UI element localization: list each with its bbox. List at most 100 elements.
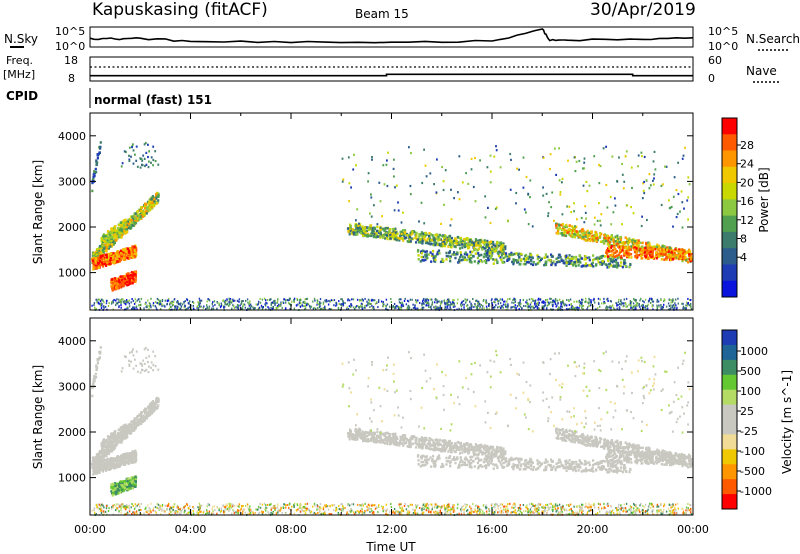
power-cell <box>231 307 233 310</box>
power-cell <box>440 301 442 304</box>
power-cell <box>617 253 620 257</box>
power-cell <box>512 262 515 266</box>
power-cell <box>619 238 622 242</box>
power-cell <box>584 205 587 208</box>
power-cell <box>604 255 607 258</box>
power-cell <box>460 303 462 306</box>
power-cell <box>664 251 667 254</box>
power-cell <box>675 216 678 219</box>
power-cell <box>529 306 532 309</box>
power-cell <box>164 305 166 308</box>
power-cell <box>613 255 616 258</box>
power-cell <box>628 237 631 240</box>
power-cell <box>679 210 681 213</box>
power-cell <box>399 298 401 301</box>
power-cell <box>644 298 647 301</box>
power-cell <box>352 298 355 301</box>
power-cell <box>596 256 600 260</box>
power-cell <box>348 233 351 236</box>
power-cell <box>430 260 433 263</box>
power-cell <box>95 253 98 256</box>
power-cell <box>433 183 435 186</box>
power-cell <box>622 305 624 308</box>
power-cell <box>134 270 137 274</box>
power-cell <box>157 163 160 166</box>
power-cell <box>676 255 679 258</box>
power-cell <box>449 255 452 258</box>
power-cell <box>647 307 649 310</box>
power-cell <box>381 215 383 218</box>
power-cell <box>91 189 94 193</box>
power-cell <box>449 241 452 244</box>
power-cell <box>366 300 368 303</box>
power-cell <box>101 303 103 306</box>
power-cell <box>630 256 633 259</box>
power-cell <box>588 231 591 235</box>
power-cell <box>459 251 462 254</box>
power-cell <box>268 307 270 310</box>
power-cell <box>657 300 660 303</box>
power-cell <box>385 234 388 237</box>
power-cell <box>306 304 308 307</box>
power-cell <box>143 210 146 214</box>
velocity-cell <box>453 507 455 510</box>
power-cell <box>513 297 515 300</box>
power-cell <box>108 302 110 305</box>
power-cell <box>670 304 672 307</box>
power-cell <box>198 302 200 305</box>
power-cell <box>590 230 593 233</box>
power-cell <box>137 298 140 301</box>
power-cell <box>301 304 304 307</box>
power-cell <box>126 247 130 250</box>
power-cell <box>638 304 640 307</box>
power-cell <box>136 165 139 168</box>
power-cell <box>108 262 111 265</box>
power-cell <box>502 248 505 251</box>
power-cell <box>626 254 629 258</box>
power-cell <box>106 230 110 233</box>
velocity-cell <box>176 506 178 509</box>
power-cell <box>485 299 487 302</box>
power-cell <box>466 243 469 246</box>
power-cell <box>635 307 637 310</box>
power-cell <box>206 300 208 303</box>
power-cell <box>446 299 448 302</box>
power-cell <box>641 303 644 306</box>
power-cell <box>606 298 608 301</box>
power-cell <box>477 239 480 242</box>
power-cell <box>486 307 488 310</box>
power-cell <box>415 307 417 310</box>
power-cell <box>253 307 256 310</box>
power-cell <box>386 303 389 306</box>
power-cell <box>488 303 490 305</box>
power-cell <box>676 212 679 216</box>
power-cell <box>441 242 445 246</box>
power-cell <box>148 160 150 163</box>
power-cell <box>686 304 688 307</box>
power-cell <box>397 201 399 204</box>
power-cell <box>132 214 135 218</box>
power-cell <box>515 252 518 255</box>
power-cell <box>119 255 122 258</box>
power-cell <box>370 215 373 218</box>
power-cell <box>484 240 487 244</box>
power-cell <box>608 265 611 269</box>
power-cell <box>420 201 423 204</box>
power-cell <box>133 272 136 276</box>
power-cell <box>266 302 268 305</box>
power-cell <box>668 299 671 301</box>
power-cell <box>454 241 457 244</box>
velocity-cell <box>326 505 328 508</box>
power-cell <box>593 155 596 158</box>
power-cell <box>465 299 468 302</box>
power-cell <box>423 235 426 238</box>
power-cell <box>99 145 102 149</box>
power-cell <box>446 306 449 309</box>
power-cell <box>510 251 513 255</box>
power-cell <box>369 303 371 305</box>
power-cell <box>161 303 163 306</box>
power-cell <box>647 241 650 244</box>
power-cell <box>670 307 672 310</box>
power-cell <box>603 302 605 305</box>
power-cell <box>481 246 484 249</box>
